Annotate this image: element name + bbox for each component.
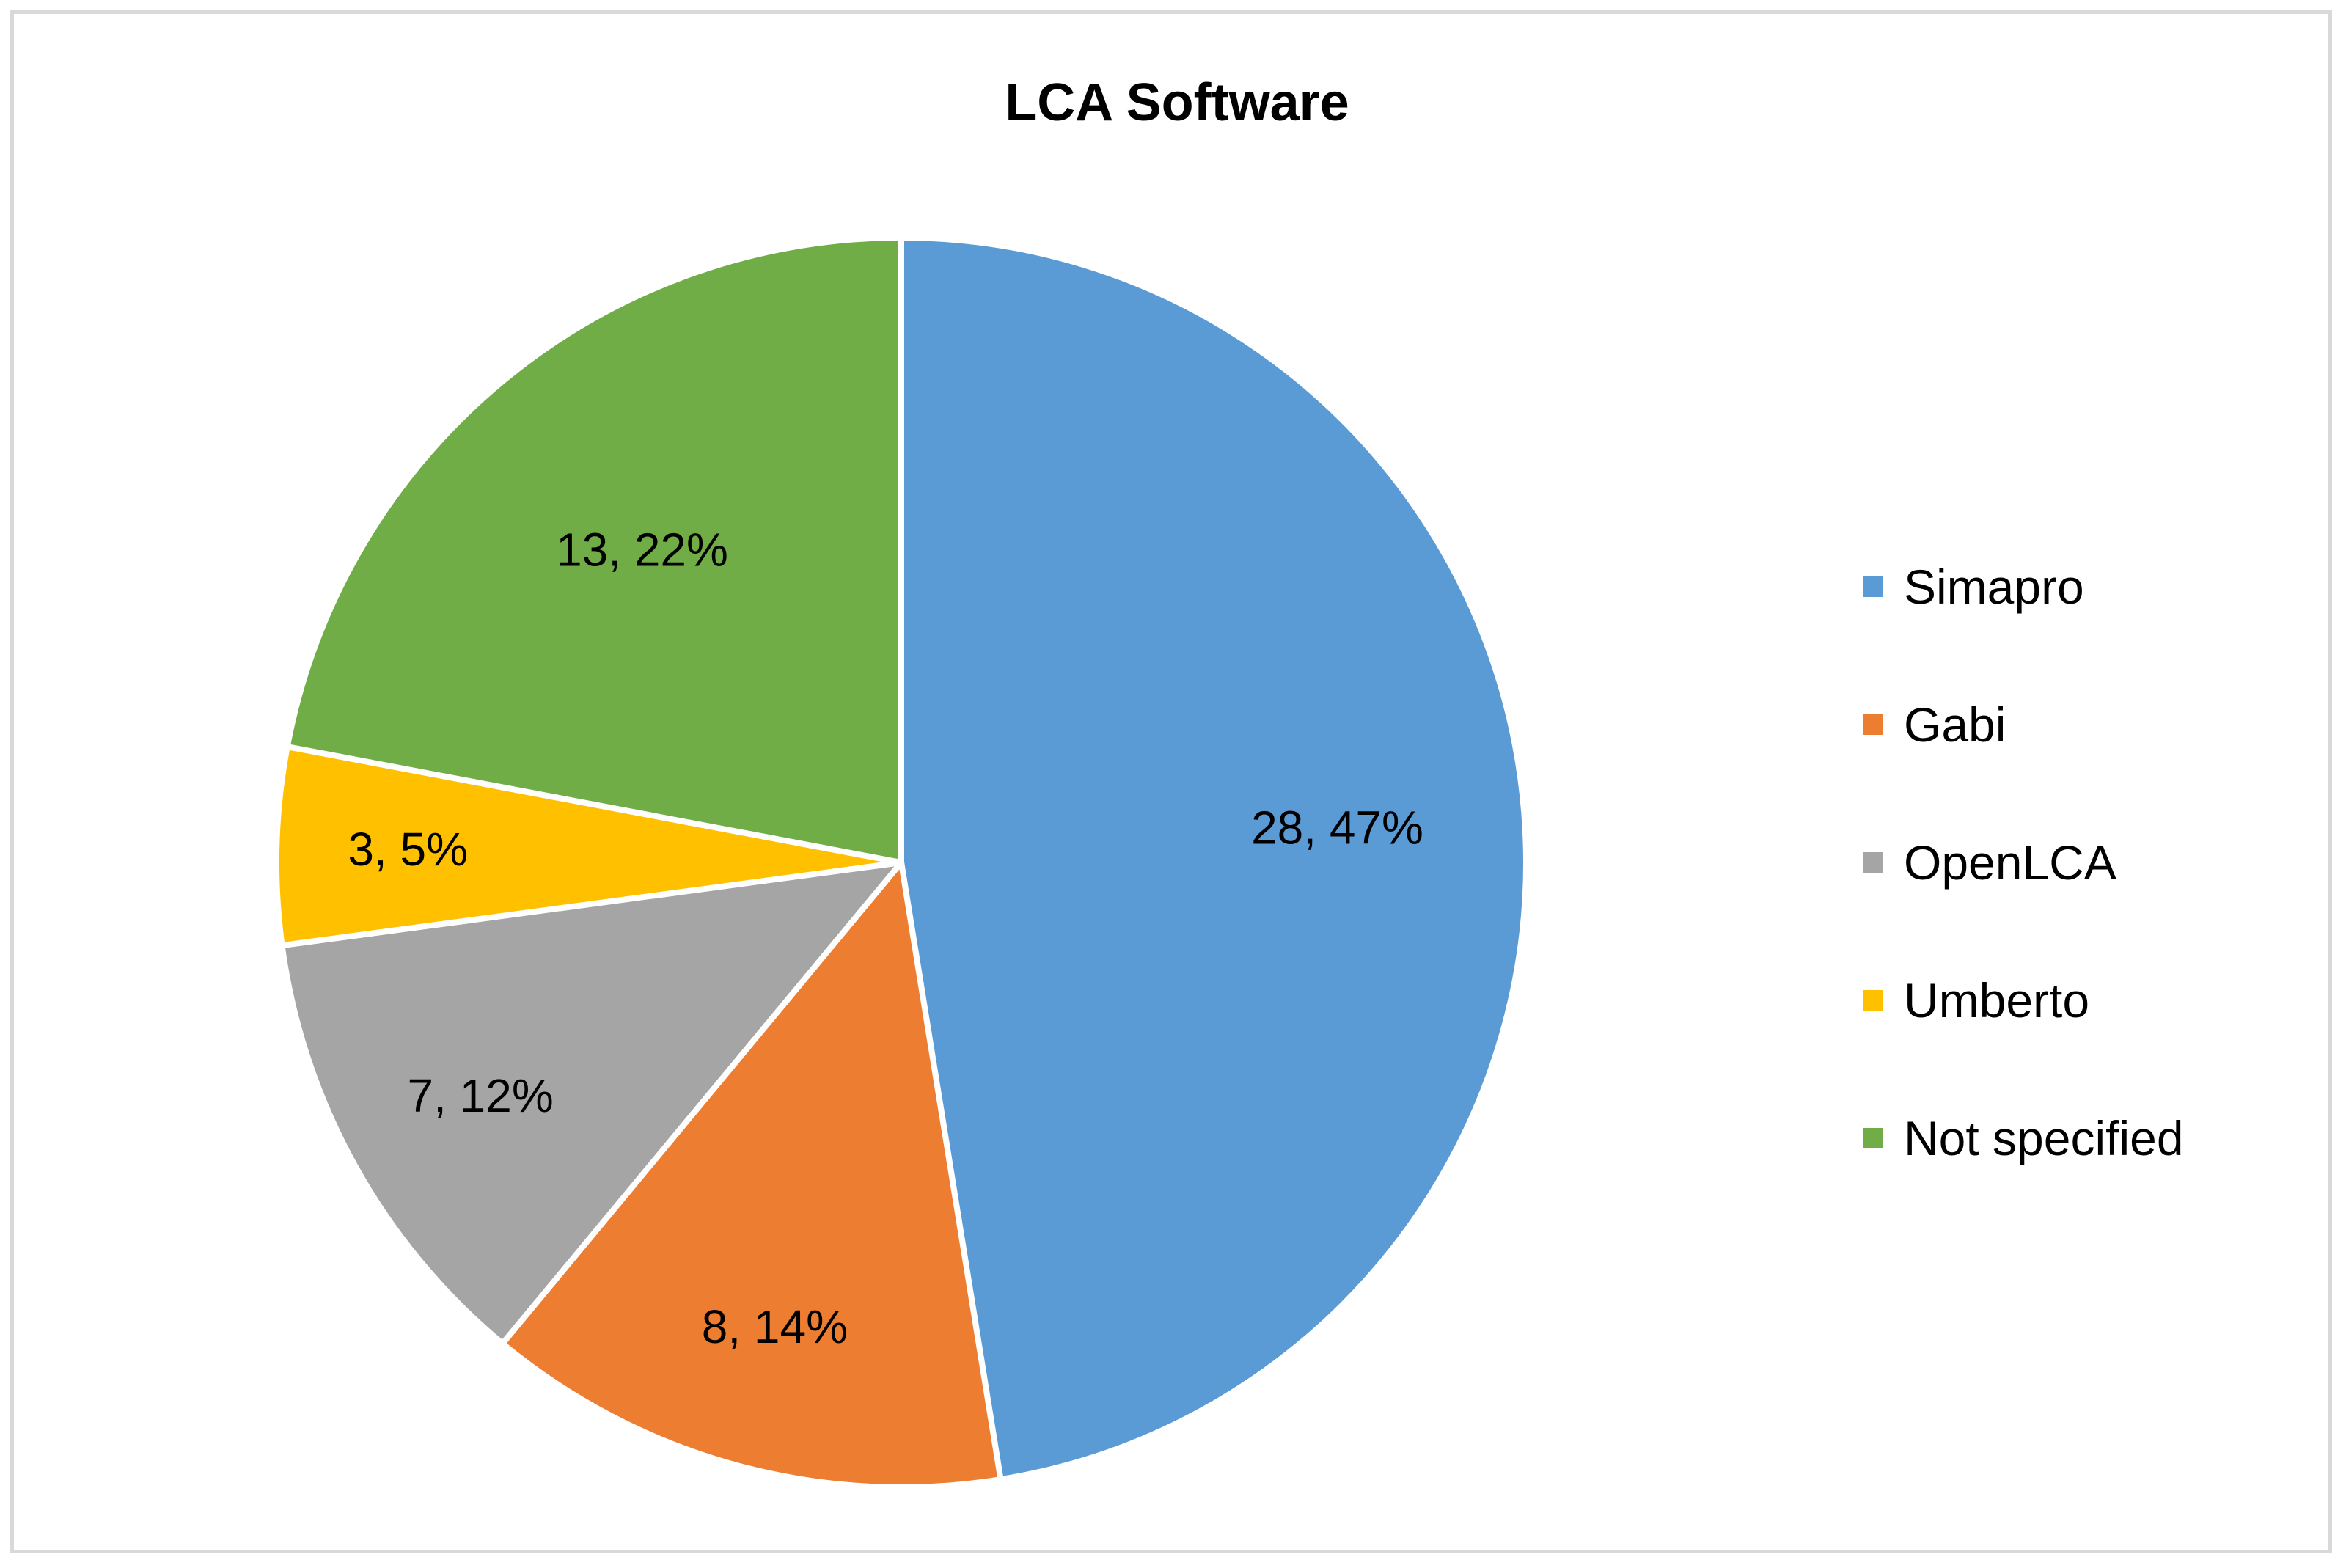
legend-swatch-gabi bbox=[1863, 714, 1883, 735]
legend-item-not-specified[interactable]: Not specified bbox=[1863, 1111, 2184, 1165]
legend-swatch-umberto bbox=[1863, 990, 1883, 1011]
data-label-openlca: 7, 12% bbox=[407, 1069, 553, 1122]
legend-swatch-openlca bbox=[1863, 852, 1883, 873]
data-label-gabi: 8, 14% bbox=[702, 1300, 848, 1353]
legend-item-openlca[interactable]: OpenLCA bbox=[1863, 835, 2116, 890]
pie-slice-openlca[interactable] bbox=[279, 860, 904, 1347]
data-label-not-specified: 13, 22% bbox=[556, 524, 728, 576]
legend-item-gabi[interactable]: Gabi bbox=[1863, 697, 2006, 752]
pie-slice-gabi[interactable] bbox=[499, 860, 1004, 1490]
legend-item-umberto[interactable]: Umberto bbox=[1863, 973, 2089, 1027]
legend-swatch-simapro bbox=[1863, 576, 1883, 597]
legend-label-openlca: OpenLCA bbox=[1904, 835, 2116, 890]
legend-label-gabi: Gabi bbox=[1904, 697, 2006, 752]
pie-slice-umberto[interactable] bbox=[274, 744, 904, 949]
pie-data-labels: 28, 47% 8, 14% 7, 12% 3, 5% 13, 22% bbox=[348, 524, 1423, 1353]
pie-slice-not-specified[interactable] bbox=[284, 235, 904, 865]
data-label-simapro: 28, 47% bbox=[1251, 801, 1423, 854]
legend-label-not-specified: Not specified bbox=[1904, 1111, 2184, 1165]
legend: Simapro Gabi OpenLCA Umberto Not specified bbox=[1863, 560, 2184, 1165]
chart-title: LCA Software bbox=[1005, 73, 1349, 132]
legend-label-simapro: Simapro bbox=[1904, 560, 2084, 614]
legend-item-simapro[interactable]: Simapro bbox=[1863, 560, 2084, 614]
pie-slices bbox=[274, 235, 1529, 1490]
legend-swatch-not-specified bbox=[1863, 1128, 1883, 1148]
pie-slice-simapro[interactable] bbox=[898, 235, 1529, 1483]
data-label-umberto: 3, 5% bbox=[348, 823, 468, 876]
legend-label-umberto: Umberto bbox=[1904, 973, 2089, 1027]
